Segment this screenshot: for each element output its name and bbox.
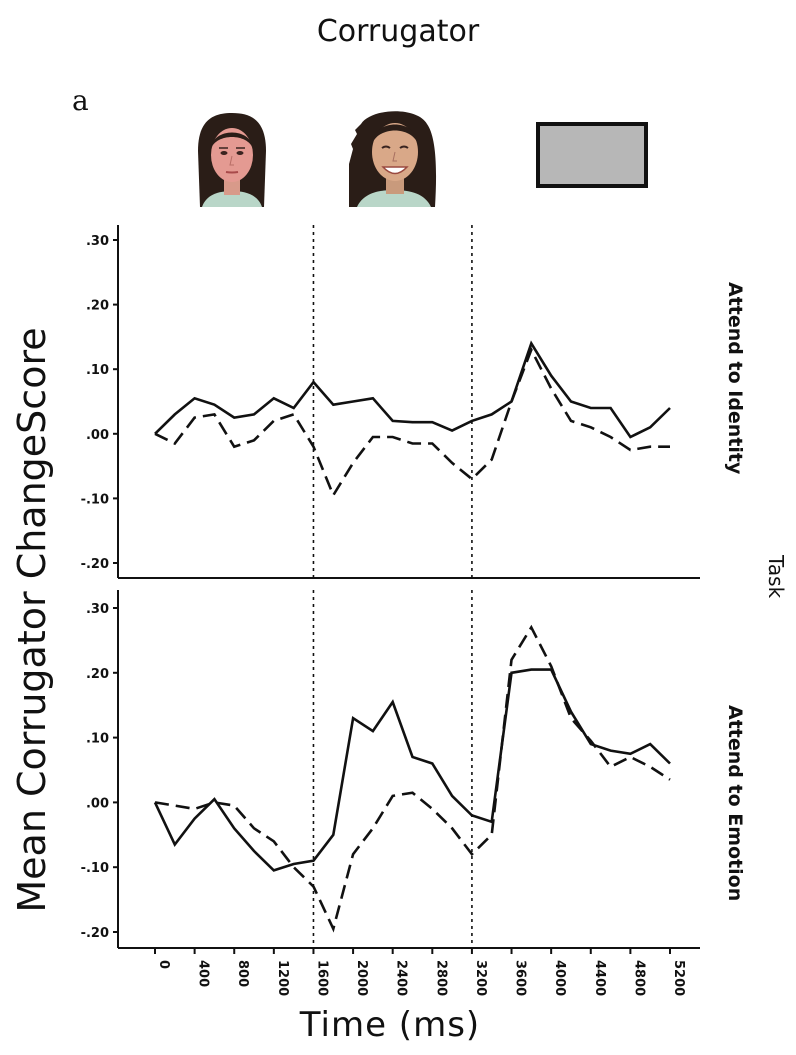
- y-tick-label: -.10: [81, 861, 109, 876]
- panel-letter: a: [72, 84, 89, 117]
- y-tick-label: -.10: [81, 492, 109, 507]
- smiling-face-photo: [347, 104, 441, 207]
- series-solid-line: [153, 668, 671, 872]
- series-dashed-line: [154, 624, 671, 933]
- x-tick-label: 3600: [513, 960, 528, 996]
- y-tick-label: .10: [86, 732, 109, 747]
- x-tick-label: 2800: [433, 960, 448, 996]
- x-tick-label: 400: [196, 960, 211, 987]
- y-tick-label: .00: [86, 428, 109, 443]
- chart-title: Corrugator: [316, 14, 480, 49]
- x-tick-label: 2000: [354, 960, 369, 996]
- facet-label-task: Task: [764, 555, 788, 599]
- y-tick-label: .30: [86, 602, 109, 617]
- series-solid-line: [154, 340, 671, 439]
- x-tick-label: 1200: [275, 960, 290, 996]
- x-tick-label: 4800: [631, 960, 646, 996]
- x-tick-label: 4000: [552, 960, 567, 996]
- y-tick-label: .00: [86, 796, 109, 811]
- y-tick-label: -.20: [81, 926, 109, 941]
- neutral-face-photo: [192, 111, 272, 207]
- gray-rectangle: [536, 122, 648, 188]
- y-axis-label: Mean Corrugator ChangeScore: [10, 327, 54, 913]
- x-tick-label: 2400: [394, 960, 409, 996]
- y-tick-label: .10: [86, 363, 109, 378]
- y-tick-label: .30: [86, 234, 109, 249]
- x-tick-label: 4400: [592, 960, 607, 996]
- x-tick-label: 800: [235, 960, 250, 987]
- panel-label-identity: Attend to Identity: [724, 282, 746, 475]
- series-dashed-line: [154, 346, 670, 499]
- x-tick-label: 3200: [473, 960, 488, 996]
- y-tick-label: .20: [86, 667, 109, 682]
- x-tick-label: 1600: [314, 960, 329, 996]
- x-tick-label: 0: [156, 960, 171, 969]
- y-tick-label: .20: [86, 299, 109, 314]
- x-tick-label: 5200: [671, 960, 686, 996]
- x-axis-label: Time (ms): [299, 1005, 481, 1045]
- panel-label-emotion: Attend to Emotion: [724, 705, 746, 902]
- y-tick-label: -.20: [81, 557, 109, 572]
